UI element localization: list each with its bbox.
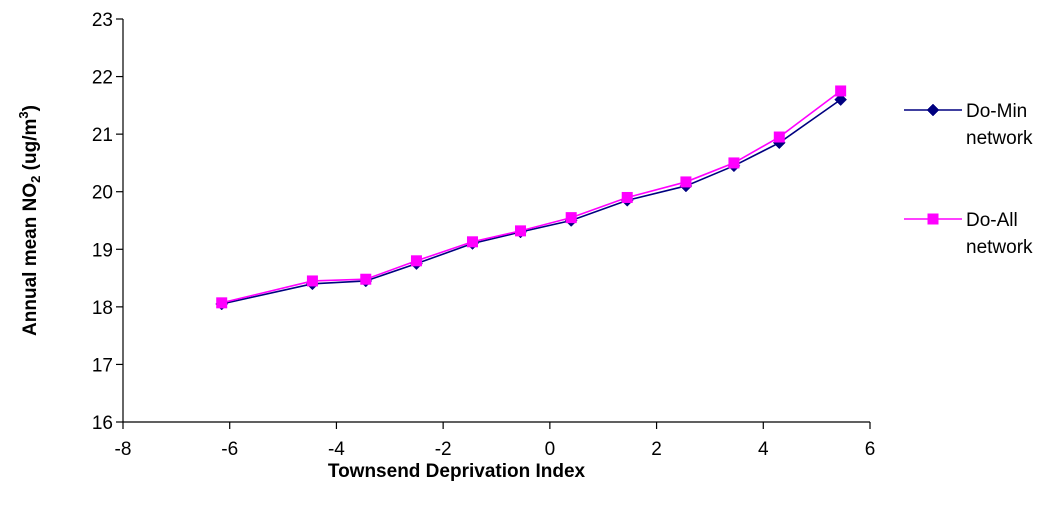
- data-point: [306, 275, 318, 287]
- data-point: [565, 212, 577, 224]
- data-point: [216, 297, 228, 309]
- series-line: [221, 98, 842, 305]
- x-tick-label: 6: [865, 439, 876, 460]
- data-point: [834, 93, 848, 106]
- x-tick-label: 0: [545, 439, 556, 460]
- y-axis-title-suffix: ): [20, 105, 41, 111]
- legend-label: Do-All: [966, 210, 1018, 231]
- y-tick-label: 17: [92, 355, 113, 376]
- x-tick-label: -4: [328, 439, 345, 460]
- data-point: [360, 273, 372, 285]
- y-tick-label: 21: [92, 125, 113, 146]
- data-point: [835, 85, 847, 97]
- x-tick-label: -8: [115, 439, 132, 460]
- y-axis-title: Annual mean NO2 (ug/m3): [16, 105, 43, 336]
- series-layer: [215, 85, 848, 311]
- legend-label: network: [966, 128, 1033, 149]
- legend: Do-Min network Do-All network: [904, 101, 1033, 258]
- x-tick-label: 2: [651, 439, 662, 460]
- y-axis-title-subscript: 2: [28, 176, 43, 183]
- axes: 16 17 18 19 20 21 22 23 -8 -6 -4 -2 0 2 4 6: [92, 10, 875, 460]
- legend-marker: [927, 213, 939, 225]
- data-point: [466, 236, 478, 248]
- x-tick-label: -6: [221, 439, 238, 460]
- series-2: [216, 85, 847, 309]
- legend-entry-1: Do-Min network: [904, 101, 1033, 149]
- y-tick-label: 23: [92, 10, 113, 31]
- y-axis-title-middle: (ug/m: [20, 119, 41, 176]
- y-tick-label: 16: [92, 413, 113, 434]
- y-tick-label: 18: [92, 298, 113, 319]
- x-axis-title: Townsend Deprivation Index: [328, 461, 586, 482]
- legend-entry-2: Do-All network: [904, 210, 1033, 258]
- y-axis-title-superscript: 3: [16, 111, 31, 118]
- x-tick-label: 4: [758, 439, 769, 460]
- data-point: [728, 157, 740, 169]
- legend-label: network: [966, 237, 1033, 258]
- legend-marker: [926, 103, 940, 117]
- y-axis-title-prefix: Annual mean NO: [20, 183, 41, 336]
- y-tick-label: 19: [92, 240, 113, 261]
- data-point: [410, 255, 422, 267]
- series-line: [221, 90, 842, 304]
- data-point: [773, 131, 785, 143]
- data-point: [515, 225, 527, 237]
- data-point: [621, 191, 633, 203]
- y-tick-label: 20: [92, 183, 113, 204]
- data-point: [680, 176, 692, 188]
- x-tick-label: -2: [435, 439, 452, 460]
- y-tick-label: 22: [92, 68, 113, 89]
- legend-label: Do-Min: [966, 101, 1027, 122]
